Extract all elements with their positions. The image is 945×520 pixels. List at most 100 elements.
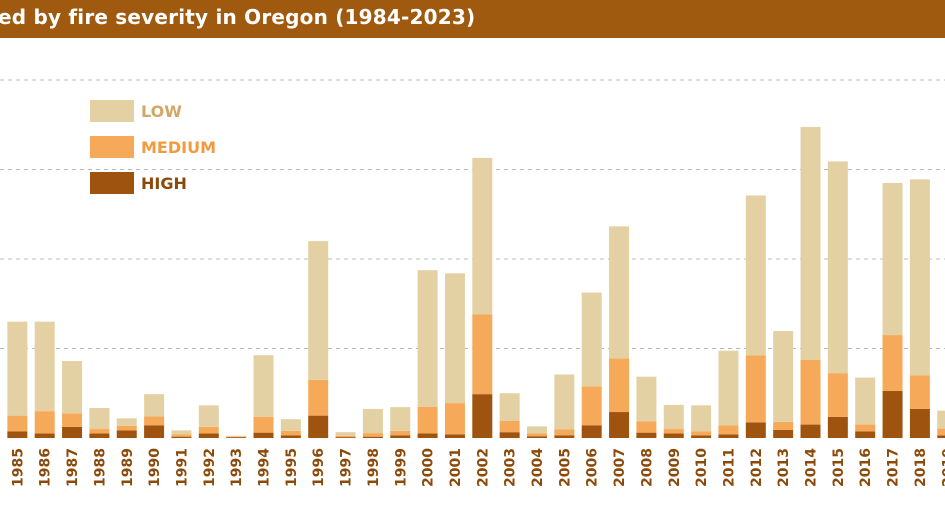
bar-medium-2017 <box>882 335 903 392</box>
legend-swatch-medium <box>90 136 134 158</box>
x-tick-2000: 2000 <box>421 448 437 487</box>
bar-medium-1989 <box>116 425 137 431</box>
bar-medium-2016 <box>855 424 876 432</box>
bar-high-1996 <box>308 415 329 438</box>
bar-high-1989 <box>116 430 137 438</box>
x-tick-1991: 1991 <box>174 448 190 487</box>
x-tick-1993: 1993 <box>229 448 245 487</box>
bar-medium-1994 <box>253 416 274 433</box>
bar-low-2004 <box>527 426 547 434</box>
bar-high-1994 <box>253 432 274 438</box>
bar-low-1995 <box>280 419 301 431</box>
x-tick-2008: 2008 <box>639 448 655 487</box>
bar-low-2017 <box>882 182 903 336</box>
bar-high-1987 <box>62 426 83 438</box>
bar-high-2013 <box>773 429 794 438</box>
bar-medium-2013 <box>773 421 794 430</box>
bar-high-2003 <box>499 432 520 438</box>
bar-medium-2014 <box>800 359 821 425</box>
x-tick-2018: 2018 <box>913 448 929 487</box>
bar-low-2016 <box>855 377 876 425</box>
bar-high-2001 <box>444 434 465 438</box>
bar-high-2000 <box>417 433 438 438</box>
bar-medium-1987 <box>62 413 83 427</box>
x-tick-1989: 1989 <box>120 448 136 487</box>
bar-medium-1991 <box>171 434 192 437</box>
bar-medium-1997 <box>335 435 356 438</box>
bar-medium-2007 <box>609 358 630 413</box>
x-tick-1994: 1994 <box>257 448 273 487</box>
bar-low-1989 <box>116 418 137 426</box>
x-tick-1986: 1986 <box>38 448 54 487</box>
bar-high-2005 <box>554 435 575 438</box>
bar-low-1997 <box>335 432 356 436</box>
bar-high-2008 <box>636 432 657 438</box>
bar-high-1988 <box>89 433 110 438</box>
x-tick-2014: 2014 <box>804 448 820 487</box>
bar-medium-2000 <box>417 406 438 434</box>
legend-swatch-low <box>90 100 134 122</box>
bar-low-2010 <box>691 405 712 432</box>
bar-high-2004 <box>527 436 547 438</box>
bar-low-1988 <box>89 408 110 430</box>
bar-low-2005 <box>554 374 575 430</box>
x-tick-2012: 2012 <box>749 448 765 487</box>
bar-low-1999 <box>390 407 411 431</box>
x-tick-1992: 1992 <box>202 448 218 487</box>
bar-medium-2012 <box>745 355 766 423</box>
bar-high-2012 <box>745 422 766 438</box>
x-tick-labels: 1984198519861987198819891990199119921993… <box>10 448 945 487</box>
bar-high-2018 <box>909 408 930 438</box>
bar-high-1991 <box>171 436 192 438</box>
bar-high-1990 <box>144 425 165 438</box>
bar-high-2016 <box>855 431 876 438</box>
bar-high-1992 <box>198 433 219 438</box>
x-tick-2017: 2017 <box>886 448 902 487</box>
bar-medium-2002 <box>472 314 493 395</box>
bar-low-1992 <box>198 405 219 427</box>
x-tick-2010: 2010 <box>694 448 710 487</box>
bar-low-1990 <box>144 394 165 417</box>
x-tick-2009: 2009 <box>667 448 683 487</box>
x-tick-2002: 2002 <box>475 448 491 487</box>
bar-high-1986 <box>34 433 55 438</box>
bar-low-2006 <box>581 292 602 387</box>
x-tick-2013: 2013 <box>776 448 792 487</box>
bar-medium-2008 <box>636 421 657 433</box>
bar-high-2006 <box>581 425 602 438</box>
bar-low-2007 <box>609 226 630 359</box>
bar-low-2003 <box>499 393 520 421</box>
bar-low-2001 <box>444 273 465 404</box>
bar-low-1986 <box>34 321 55 412</box>
bar-low-2019 <box>937 410 945 429</box>
bar-high-1985 <box>7 431 28 438</box>
legend-label-low: LOW <box>141 102 182 121</box>
bar-medium-2004 <box>527 433 547 437</box>
bars <box>7 126 945 438</box>
x-tick-1988: 1988 <box>92 448 108 487</box>
legend-label-high: HIGH <box>141 174 187 193</box>
bar-low-2002 <box>472 157 493 315</box>
bar-low-2013 <box>773 331 794 422</box>
x-tick-2001: 2001 <box>448 448 464 487</box>
bar-low-2015 <box>827 161 848 374</box>
bar-high-1997 <box>335 437 356 438</box>
bar-high-2015 <box>827 416 848 438</box>
bar-high-2019 <box>937 435 945 438</box>
x-tick-2004: 2004 <box>530 448 546 487</box>
bar-low-2012 <box>745 195 766 356</box>
bar-high-2010 <box>691 435 712 438</box>
bar-low-1987 <box>62 361 83 414</box>
bar-medium-1990 <box>144 416 165 426</box>
bar-medium-2009 <box>663 429 684 434</box>
title-bar: ed by fire severity in Oregon (1984-2023… <box>0 0 945 38</box>
x-tick-1998: 1998 <box>366 448 382 487</box>
bar-medium-1998 <box>362 433 383 437</box>
bar-low-1998 <box>362 408 383 434</box>
bar-low-2018 <box>909 179 930 376</box>
x-tick-2019: 2019 <box>940 448 945 487</box>
bar-medium-1988 <box>89 429 110 434</box>
x-tick-2016: 2016 <box>858 448 874 487</box>
x-tick-2015: 2015 <box>831 448 847 487</box>
bar-medium-2001 <box>444 403 465 435</box>
